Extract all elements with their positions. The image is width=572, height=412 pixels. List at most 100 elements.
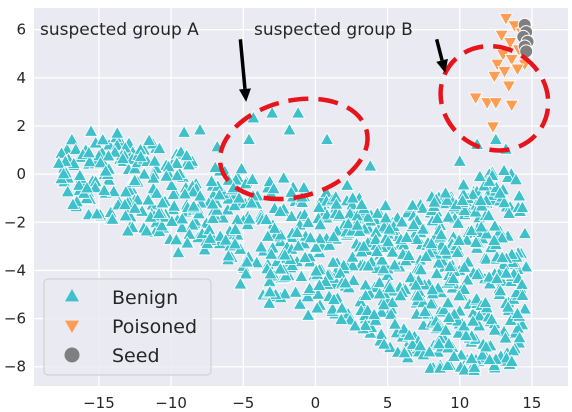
benign-point <box>468 234 484 248</box>
benign-point <box>455 192 470 206</box>
benign-point <box>166 187 181 200</box>
benign-point <box>469 267 485 280</box>
legend-label-poisoned: Poisoned <box>112 316 197 338</box>
benign-point <box>499 265 514 279</box>
benign-point <box>478 295 493 309</box>
x-tick-label: −10 <box>155 394 187 412</box>
legend: Benign Poisoned Seed <box>43 278 212 376</box>
benign-point <box>438 322 453 336</box>
benign-point <box>493 283 508 297</box>
benign-point <box>151 206 167 219</box>
benign-point <box>296 180 312 194</box>
poisoned-point <box>494 29 509 43</box>
arrowhead-group-b <box>436 58 448 74</box>
benign-point <box>382 221 397 235</box>
benign-point <box>397 345 412 359</box>
benign-point <box>385 295 400 308</box>
benign-points <box>51 105 534 376</box>
benign-point <box>159 168 174 182</box>
benign-point <box>231 190 247 204</box>
benign-point <box>179 148 194 162</box>
benign-point <box>450 215 466 229</box>
benign-point <box>479 226 494 240</box>
benign-point <box>329 196 344 210</box>
benign-point <box>403 270 418 284</box>
benign-point <box>273 227 288 241</box>
y-tick-label: −6 <box>4 310 26 328</box>
benign-point <box>262 295 277 309</box>
highlight-ellipse-group-b <box>438 43 551 153</box>
benign-point <box>479 251 494 265</box>
benign-point <box>352 224 367 237</box>
benign-point <box>486 232 502 246</box>
y-axis-ticks: −8 −6 −4 −2 0 2 4 6 <box>4 21 26 376</box>
benign-point <box>241 132 257 145</box>
benign-point <box>487 218 502 232</box>
poisoned-point <box>503 37 518 51</box>
benign-point <box>510 320 526 334</box>
benign-point <box>292 296 308 310</box>
x-axis-ticks: −15 −10 −5 0 5 10 15 <box>83 394 541 412</box>
benign-point <box>221 248 236 262</box>
benign-point <box>169 155 184 169</box>
benign-point <box>155 195 170 209</box>
benign-point <box>451 232 467 246</box>
x-tick-label: 10 <box>450 394 469 412</box>
benign-point <box>474 219 489 233</box>
benign-point <box>422 344 437 358</box>
poisoned-point <box>490 58 505 72</box>
benign-point <box>413 262 429 276</box>
benign-point <box>457 259 472 273</box>
benign-point <box>383 306 399 320</box>
benign-point <box>425 282 440 296</box>
benign-point <box>238 266 254 280</box>
benign-point <box>212 187 227 201</box>
benign-point <box>127 173 142 186</box>
benign-point <box>117 197 133 210</box>
benign-point <box>152 141 167 154</box>
benign-point <box>512 330 527 344</box>
benign-point <box>494 230 510 244</box>
benign-point <box>204 173 219 187</box>
benign-point <box>427 194 442 208</box>
benign-point <box>326 292 342 305</box>
benign-point <box>244 195 259 209</box>
benign-point <box>118 184 134 198</box>
benign-point <box>300 215 316 228</box>
benign-point <box>401 248 417 261</box>
benign-point <box>433 227 449 241</box>
benign-point <box>496 257 511 271</box>
benign-point <box>446 271 461 284</box>
benign-point <box>465 313 481 327</box>
benign-point <box>56 166 71 180</box>
benign-point <box>170 168 185 182</box>
benign-point <box>376 336 392 350</box>
benign-point <box>450 313 466 327</box>
arrowhead-group-a <box>238 88 251 102</box>
benign-point <box>264 105 280 119</box>
y-tick-label: 4 <box>16 69 26 87</box>
poisoned-point <box>497 66 512 79</box>
benign-point <box>452 153 467 167</box>
legend-item-benign: Benign <box>65 287 178 309</box>
benign-point <box>409 231 425 245</box>
benign-point <box>313 217 328 231</box>
benign-point <box>451 325 466 339</box>
benign-point <box>186 198 201 212</box>
benign-point <box>64 132 80 146</box>
benign-point <box>333 265 348 279</box>
benign-point <box>350 217 365 231</box>
benign-point <box>312 277 327 291</box>
benign-point <box>408 277 424 291</box>
benign-point <box>515 200 530 213</box>
benign-point <box>326 229 341 243</box>
legend-box <box>43 278 212 376</box>
benign-point <box>72 168 88 181</box>
benign-point <box>489 271 505 285</box>
benign-point <box>174 220 190 234</box>
benign-point <box>338 275 353 289</box>
benign-point <box>273 261 288 275</box>
benign-point <box>496 163 512 176</box>
benign-point <box>464 351 479 364</box>
benign-point <box>294 268 309 282</box>
